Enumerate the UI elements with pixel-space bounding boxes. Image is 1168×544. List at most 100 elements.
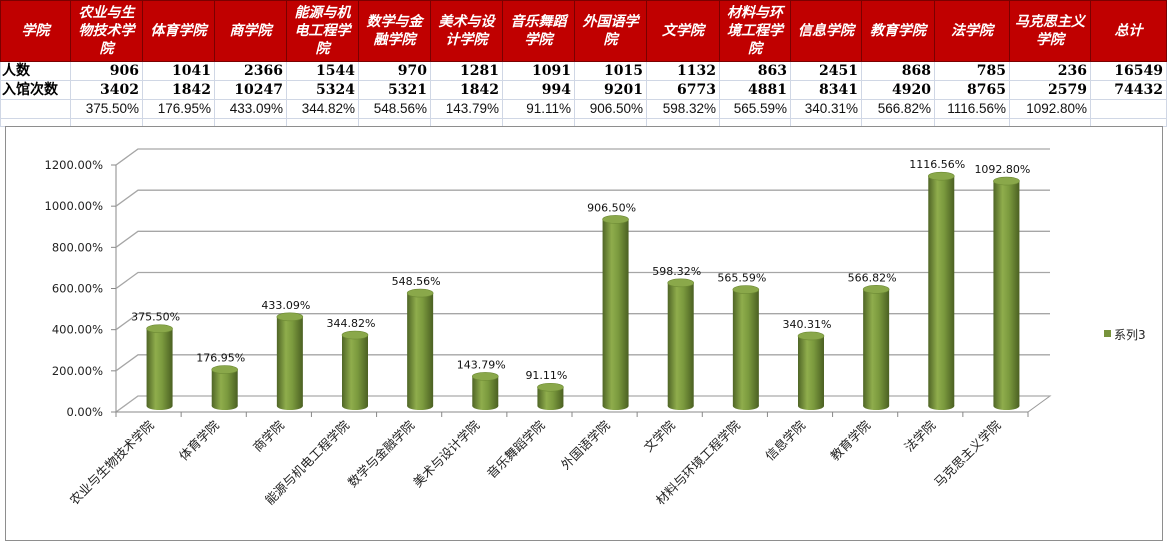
bar-base — [342, 402, 368, 410]
cell-total[interactable]: 16549 — [1090, 61, 1167, 81]
cell[interactable]: 6773 — [646, 80, 720, 100]
bar-base — [928, 402, 955, 410]
category-label: 法学院 — [901, 417, 938, 454]
bar — [798, 335, 824, 406]
header-12[interactable]: 法学院 — [934, 0, 1010, 62]
cell[interactable]: 8341 — [790, 80, 862, 100]
header-9[interactable]: 材料与环境工程学院 — [719, 0, 791, 62]
cell[interactable]: 4881 — [719, 80, 791, 100]
cell-ratio[interactable]: 143.79% — [430, 99, 503, 119]
row-label[interactable]: 人数 — [0, 61, 71, 81]
bar-base — [146, 402, 173, 410]
cell[interactable]: 970 — [358, 61, 431, 81]
bar-top — [862, 285, 890, 294]
header-college[interactable]: 学院 — [0, 0, 71, 62]
cell[interactable]: 2366 — [214, 61, 287, 81]
category-label: 外国语学院 — [558, 417, 613, 472]
cell[interactable]: 5324 — [286, 80, 359, 100]
cell[interactable]: 3402 — [70, 80, 143, 100]
cell-empty[interactable] — [0, 99, 71, 119]
header-3[interactable]: 能源与机电工程学院 — [286, 0, 359, 62]
cell[interactable]: 1132 — [646, 61, 720, 81]
y-tick-label: 800.00% — [52, 240, 103, 254]
cell-ratio[interactable]: 433.09% — [214, 99, 287, 119]
header-10[interactable]: 信息学院 — [790, 0, 862, 62]
header-total[interactable]: 总计 — [1090, 0, 1167, 62]
header-4[interactable]: 数学与金融学院 — [358, 0, 431, 62]
bar — [342, 335, 368, 406]
y-tick-label: 0.00% — [66, 405, 103, 419]
cell-total[interactable]: 74432 — [1090, 80, 1167, 100]
header-1[interactable]: 体育学院 — [142, 0, 215, 62]
bar-top — [211, 365, 239, 374]
cell[interactable]: 1281 — [430, 61, 503, 81]
cell[interactable]: 785 — [934, 61, 1010, 81]
cell[interactable]: 994 — [502, 80, 575, 100]
row-label[interactable]: 入馆次数 — [0, 80, 71, 100]
category-label: 文学院 — [641, 417, 678, 454]
cell-ratio[interactable]: 1116.56% — [934, 99, 1010, 119]
bar-base — [602, 402, 629, 410]
cell[interactable]: 1842 — [430, 80, 503, 100]
cell[interactable]: 1091 — [502, 61, 575, 81]
data-label: 565.59% — [717, 272, 766, 285]
cell-ratio[interactable]: 565.59% — [719, 99, 791, 119]
bar-top — [471, 372, 499, 381]
bar-base — [732, 402, 759, 410]
bar-top — [993, 176, 1020, 186]
bar-chart: 0.00% 200.00% 400.00% 600.00% 800.00% 1000.00… — [45, 148, 1146, 508]
bar — [407, 293, 434, 406]
cell[interactable]: 10247 — [214, 80, 287, 100]
header-0[interactable]: 农业与生物技术学院 — [70, 0, 143, 62]
header-2[interactable]: 商学院 — [214, 0, 287, 62]
legend-label: 系列3 — [1114, 328, 1146, 342]
cell[interactable]: 1041 — [142, 61, 215, 81]
cell[interactable]: 1842 — [142, 80, 215, 100]
data-label: 433.09% — [261, 299, 310, 312]
header-11[interactable]: 教育学院 — [861, 0, 935, 62]
category-label: 信息学院 — [762, 417, 808, 463]
cell[interactable]: 868 — [861, 61, 935, 81]
bar — [863, 289, 890, 406]
cell[interactable]: 1544 — [286, 61, 359, 81]
header-6[interactable]: 音乐舞蹈学院 — [502, 0, 575, 62]
bar — [928, 176, 955, 406]
legend-swatch — [1104, 330, 1111, 337]
cell[interactable]: 5321 — [358, 80, 431, 100]
gridline — [115, 189, 1050, 207]
cell[interactable]: 906 — [70, 61, 143, 81]
cell-ratio[interactable]: 340.31% — [790, 99, 862, 119]
gridline — [115, 230, 1050, 248]
cell-ratio[interactable]: 548.56% — [358, 99, 431, 119]
chart-area[interactable]: 0.00% 200.00% 400.00% 600.00% 800.00% 1000.00… — [5, 126, 1163, 541]
cell-ratio[interactable]: 1092.80% — [1009, 99, 1091, 119]
bar — [472, 376, 499, 406]
floor — [114, 395, 1052, 413]
data-label: 340.31% — [783, 318, 832, 331]
header-7[interactable]: 外国语学院 — [574, 0, 647, 62]
cell-ratio[interactable]: 566.82% — [861, 99, 935, 119]
cell[interactable]: 2579 — [1009, 80, 1091, 100]
header-5[interactable]: 美术与设计学院 — [430, 0, 503, 62]
cell[interactable]: 863 — [719, 61, 791, 81]
cell-ratio[interactable]: 375.50% — [70, 99, 143, 119]
cell[interactable]: 8765 — [934, 80, 1010, 100]
cell[interactable]: 236 — [1009, 61, 1091, 81]
cell[interactable]: 1015 — [574, 61, 647, 81]
cell-ratio[interactable]: 598.32% — [646, 99, 720, 119]
cell-ratio[interactable]: 344.82% — [286, 99, 359, 119]
cell-ratio[interactable]: 91.11% — [502, 99, 575, 119]
cell[interactable]: 4920 — [861, 80, 935, 100]
header-13[interactable]: 马克思主义学院 — [1009, 0, 1091, 62]
header-8[interactable]: 文学院 — [646, 0, 720, 62]
cell[interactable]: 2451 — [790, 61, 862, 81]
cell-empty[interactable] — [1090, 99, 1167, 119]
category-label: 美术与设计学院 — [410, 417, 483, 490]
cell[interactable]: 9201 — [574, 80, 647, 100]
bar-top — [406, 288, 434, 298]
bar-base — [211, 402, 238, 410]
cell-ratio[interactable]: 176.95% — [142, 99, 215, 119]
cell-ratio[interactable]: 906.50% — [574, 99, 647, 119]
bar-top — [602, 215, 629, 224]
category-label: 农业与生物技术学院 — [67, 417, 158, 508]
